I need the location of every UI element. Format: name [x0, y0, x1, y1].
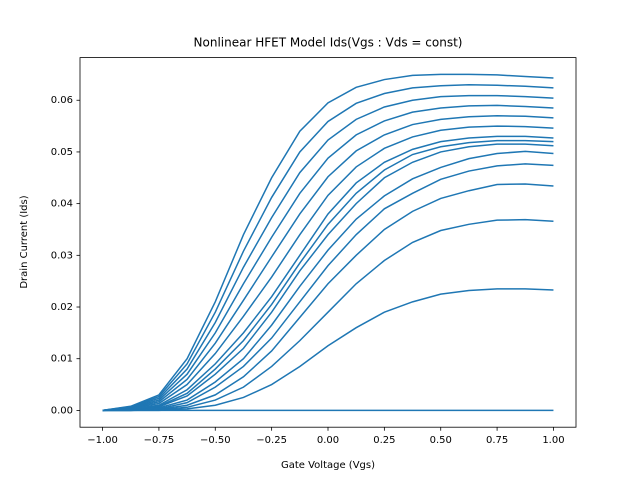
series-line — [102, 135, 554, 412]
series-line — [102, 83, 554, 412]
x-tick-label: −1.00 — [87, 435, 118, 446]
series-line — [102, 288, 554, 412]
series-line — [102, 183, 554, 412]
x-tick-label: 1.00 — [542, 435, 564, 446]
y-tick-label: 0.06 — [51, 95, 73, 106]
y-tick-label: 0.02 — [51, 302, 73, 313]
x-axis-label: Gate Voltage (Vgs) — [281, 460, 375, 471]
series-line — [102, 218, 554, 412]
x-tick-label: 0.00 — [317, 435, 339, 446]
y-tick-label: 0.01 — [51, 354, 73, 365]
x-tick-label: 0.50 — [430, 435, 452, 446]
series-line — [102, 73, 554, 412]
y-tick-label: 0.04 — [51, 199, 73, 210]
plot-frame — [79, 57, 577, 428]
x-tick-label: 0.75 — [486, 435, 508, 446]
y-axis-label: Drain Current (Ids) — [19, 195, 30, 288]
series-line — [102, 104, 554, 412]
series-line — [102, 94, 554, 412]
chart-title: Nonlinear HFET Model Ids(Vgs : Vds = con… — [194, 36, 463, 50]
series-line — [102, 114, 554, 412]
series-line — [102, 143, 554, 412]
y-tick-label: 0.03 — [51, 250, 73, 261]
x-tick-label: −0.25 — [256, 435, 287, 446]
x-tick-label: −0.75 — [144, 435, 175, 446]
series-line — [102, 139, 554, 412]
series-line — [102, 163, 554, 412]
y-tick-label: 0.05 — [51, 147, 73, 158]
x-tick-label: −0.50 — [200, 435, 231, 446]
y-tick-label: 0.00 — [51, 405, 73, 416]
series-line — [102, 125, 554, 412]
x-tick-label: 0.25 — [373, 435, 395, 446]
series-line — [102, 150, 554, 412]
